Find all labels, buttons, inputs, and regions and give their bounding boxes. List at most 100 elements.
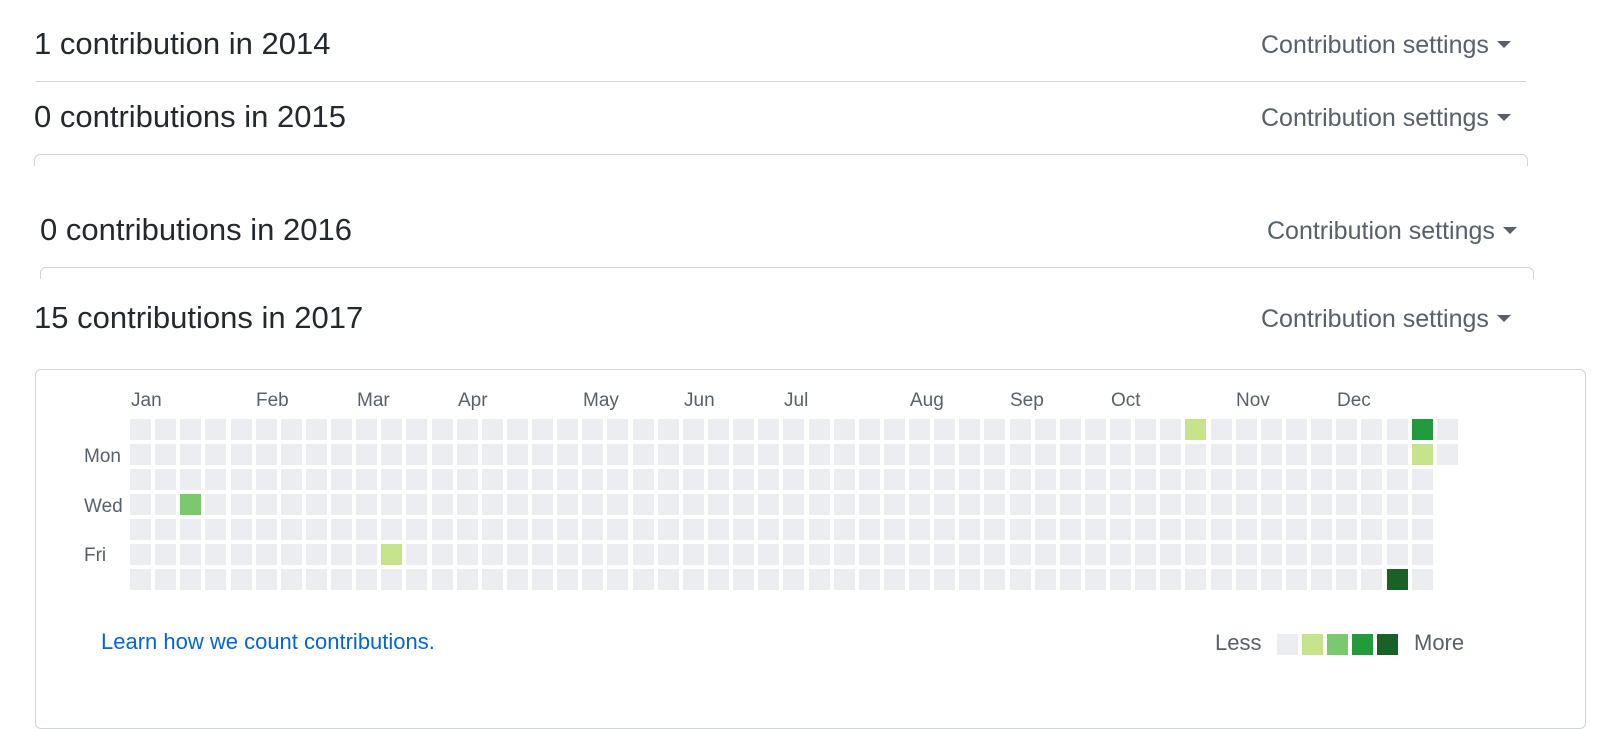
contribution-day-cell[interactable] <box>557 569 578 590</box>
contribution-day-cell[interactable] <box>381 569 402 590</box>
contribution-day-cell[interactable] <box>834 419 855 440</box>
contribution-day-cell[interactable] <box>331 469 352 490</box>
contribution-day-cell[interactable] <box>256 494 277 515</box>
contribution-day-cell[interactable] <box>381 494 402 515</box>
contribution-day-cell[interactable] <box>482 519 503 540</box>
contribution-day-cell[interactable] <box>834 544 855 565</box>
contribution-day-cell[interactable] <box>1010 419 1031 440</box>
contribution-day-cell[interactable] <box>809 519 830 540</box>
contribution-day-cell[interactable] <box>507 519 528 540</box>
contribution-day-cell[interactable] <box>1135 569 1156 590</box>
contribution-day-cell[interactable] <box>482 494 503 515</box>
contribution-day-cell[interactable] <box>482 544 503 565</box>
contribution-day-cell[interactable] <box>1010 544 1031 565</box>
contribution-day-cell[interactable] <box>884 494 905 515</box>
contribution-day-cell[interactable] <box>658 569 679 590</box>
contribution-day-cell[interactable] <box>1035 544 1056 565</box>
contribution-day-cell[interactable] <box>658 444 679 465</box>
contribution-day-cell[interactable] <box>130 519 151 540</box>
contribution-day-cell[interactable] <box>1060 544 1081 565</box>
contribution-day-cell[interactable] <box>381 444 402 465</box>
contribution-day-cell[interactable] <box>1211 544 1232 565</box>
contribution-day-cell[interactable] <box>708 544 729 565</box>
contribution-day-cell[interactable] <box>984 519 1005 540</box>
contribution-settings-button-2015[interactable]: Contribution settings <box>1261 106 1511 131</box>
contribution-day-cell[interactable] <box>231 569 252 590</box>
contribution-day-cell[interactable] <box>859 569 880 590</box>
contribution-day-cell[interactable] <box>1361 494 1382 515</box>
contribution-day-cell[interactable] <box>1311 419 1332 440</box>
contribution-day-cell[interactable] <box>1185 494 1206 515</box>
contribution-day-cell[interactable] <box>834 569 855 590</box>
contribution-day-cell[interactable] <box>708 419 729 440</box>
contribution-day-cell[interactable] <box>1135 544 1156 565</box>
contribution-day-cell[interactable] <box>432 569 453 590</box>
contribution-day-cell[interactable] <box>909 444 930 465</box>
contribution-day-cell[interactable] <box>532 444 553 465</box>
contribution-day-cell[interactable] <box>507 469 528 490</box>
contribution-day-cell[interactable] <box>683 444 704 465</box>
contribution-day-cell[interactable] <box>155 544 176 565</box>
contribution-day-cell[interactable] <box>758 469 779 490</box>
contribution-day-cell[interactable] <box>432 444 453 465</box>
contribution-day-cell[interactable] <box>733 494 754 515</box>
contribution-day-cell[interactable] <box>1361 419 1382 440</box>
contribution-day-cell[interactable] <box>582 544 603 565</box>
contribution-day-cell[interactable] <box>331 569 352 590</box>
contribution-day-cell[interactable] <box>783 494 804 515</box>
contribution-day-cell[interactable] <box>733 569 754 590</box>
contribution-day-cell[interactable] <box>884 544 905 565</box>
contribution-day-cell[interactable] <box>809 469 830 490</box>
contribution-settings-button-2016[interactable]: Contribution settings <box>1267 219 1517 244</box>
contribution-day-cell[interactable] <box>306 569 327 590</box>
contribution-day-cell[interactable] <box>909 419 930 440</box>
contribution-day-cell[interactable] <box>180 444 201 465</box>
contribution-day-cell[interactable] <box>658 469 679 490</box>
contribution-day-cell[interactable] <box>733 519 754 540</box>
contribution-day-cell[interactable] <box>1412 444 1433 465</box>
contribution-day-cell[interactable] <box>959 494 980 515</box>
contribution-day-cell[interactable] <box>1160 494 1181 515</box>
contribution-day-cell[interactable] <box>607 494 628 515</box>
contribution-day-cell[interactable] <box>281 569 302 590</box>
contribution-day-cell[interactable] <box>984 444 1005 465</box>
contribution-day-cell[interactable] <box>582 569 603 590</box>
contribution-day-cell[interactable] <box>633 469 654 490</box>
contribution-day-cell[interactable] <box>1160 519 1181 540</box>
contribution-day-cell[interactable] <box>733 469 754 490</box>
contribution-day-cell[interactable] <box>507 569 528 590</box>
contribution-day-cell[interactable] <box>432 544 453 565</box>
contribution-day-cell[interactable] <box>231 419 252 440</box>
contribution-day-cell[interactable] <box>1236 469 1257 490</box>
contribution-day-cell[interactable] <box>859 419 880 440</box>
contribution-day-cell[interactable] <box>607 444 628 465</box>
contribution-day-cell[interactable] <box>381 419 402 440</box>
contribution-day-cell[interactable] <box>934 544 955 565</box>
contribution-day-cell[interactable] <box>1110 469 1131 490</box>
contribution-day-cell[interactable] <box>809 544 830 565</box>
contribution-day-cell[interactable] <box>256 544 277 565</box>
contribution-day-cell[interactable] <box>281 544 302 565</box>
contribution-day-cell[interactable] <box>607 519 628 540</box>
contribution-day-cell[interactable] <box>356 569 377 590</box>
contribution-day-cell[interactable] <box>1311 569 1332 590</box>
contribution-day-cell[interactable] <box>281 469 302 490</box>
contribution-day-cell[interactable] <box>708 444 729 465</box>
contribution-day-cell[interactable] <box>1311 544 1332 565</box>
contribution-day-cell[interactable] <box>231 469 252 490</box>
contribution-day-cell[interactable] <box>256 469 277 490</box>
contribution-day-cell[interactable] <box>683 569 704 590</box>
contribution-day-cell[interactable] <box>1437 419 1458 440</box>
contribution-day-cell[interactable] <box>934 519 955 540</box>
contribution-day-cell[interactable] <box>1336 494 1357 515</box>
contribution-day-cell[interactable] <box>231 519 252 540</box>
contribution-day-cell[interactable] <box>909 469 930 490</box>
contribution-day-cell[interactable] <box>1361 519 1382 540</box>
contribution-day-cell[interactable] <box>1135 494 1156 515</box>
learn-contributions-link[interactable]: Learn how we count contributions. <box>101 629 435 654</box>
contribution-day-cell[interactable] <box>1185 469 1206 490</box>
contribution-day-cell[interactable] <box>607 419 628 440</box>
contribution-day-cell[interactable] <box>1236 494 1257 515</box>
contribution-day-cell[interactable] <box>1261 469 1282 490</box>
contribution-day-cell[interactable] <box>1261 419 1282 440</box>
